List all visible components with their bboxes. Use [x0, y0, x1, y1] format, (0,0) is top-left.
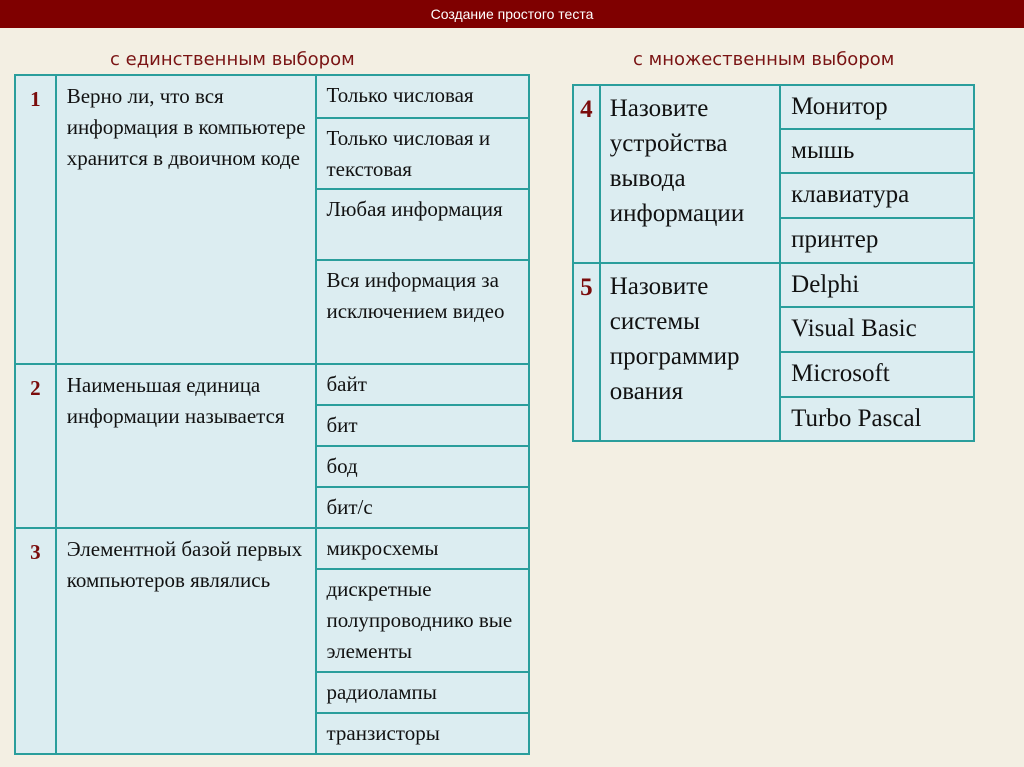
table-row: Turbo Pascal [573, 396, 975, 442]
single-choice-table: 1 Верно ли, что вся информация в компьют… [14, 74, 530, 755]
answer-option[interactable]: Только числовая и текстовая [315, 117, 530, 190]
table-row: 3 Элементной базой первых компьютеров явл… [14, 527, 530, 755]
table-row: дискретные полупроводнико вые элементы [15, 568, 530, 673]
multiple-choice-heading: с множественным выбором [633, 49, 895, 70]
question-text: Элементной базой первых компьютеров явля… [54, 527, 318, 755]
answer-option[interactable]: мышь [779, 128, 975, 174]
table-row: 1 Верно ли, что вся информация в компьют… [14, 74, 530, 365]
answer-option[interactable]: бод [315, 445, 530, 488]
answer-option[interactable]: клавиатура [779, 172, 975, 219]
table-row: Только числовая и текстовая [15, 117, 530, 190]
answer-option[interactable]: Delphi [779, 262, 975, 308]
table-row: Любая информация [15, 188, 530, 261]
table-row: клавиатура [573, 172, 975, 219]
slide-title: Создание простого теста [0, 0, 1024, 28]
table-row: бит [15, 404, 530, 447]
table-row: радиолампы [15, 671, 530, 714]
table-row: Microsoft [573, 351, 975, 398]
answer-option[interactable]: радиолампы [315, 671, 530, 714]
table-row: мышь [573, 128, 975, 174]
question-number: 2 [14, 363, 57, 529]
table-row: Вся информация за исключением видео [15, 259, 530, 365]
answer-option[interactable]: Любая информация [315, 188, 530, 261]
answer-option[interactable]: бит/с [315, 486, 530, 529]
question-number: 3 [14, 527, 57, 755]
table-row: транзисторы [15, 712, 530, 755]
single-choice-heading: с единственным выбором [110, 49, 355, 70]
answer-option[interactable]: Монитор [779, 84, 975, 130]
table-row: принтер [573, 217, 975, 264]
answer-option[interactable]: Microsoft [779, 351, 975, 398]
question-text: Назовите устройства вывода информации [598, 84, 782, 264]
question-text: Назовите системы программир ования [598, 262, 782, 442]
multiple-choice-table: 4 Назовите устройства вывода информации Мо… [572, 84, 975, 442]
question-number: 5 [572, 262, 601, 442]
answer-option[interactable]: микросхемы [315, 527, 530, 570]
answer-option[interactable]: принтер [779, 217, 975, 264]
answer-option[interactable]: байт [315, 363, 530, 406]
table-row: бит/с [15, 486, 530, 529]
table-row: 2 Наименьшая единица информации называетс… [14, 363, 530, 529]
table-row: 4 Назовите устройства вывода информации Мо… [572, 84, 975, 264]
answer-option[interactable]: бит [315, 404, 530, 447]
table-row: 5 Назовите системы программир ования Delph… [572, 262, 975, 442]
answer-option[interactable]: транзисторы [315, 712, 530, 755]
answer-option[interactable]: дискретные полупроводнико вые элементы [315, 568, 530, 673]
table-row: Visual Basic [573, 306, 975, 353]
question-text: Верно ли, что вся информация в компьютер… [54, 74, 318, 365]
question-number: 1 [14, 74, 57, 365]
answer-option[interactable]: Turbo Pascal [779, 396, 975, 442]
answer-option[interactable]: Visual Basic [779, 306, 975, 353]
table-row: бод [15, 445, 530, 488]
question-text: Наименьшая единица информации называется [54, 363, 318, 529]
answer-option[interactable]: Вся информация за исключением видео [315, 259, 530, 365]
question-number: 4 [572, 84, 601, 264]
answer-option[interactable]: Только числовая [315, 74, 530, 119]
